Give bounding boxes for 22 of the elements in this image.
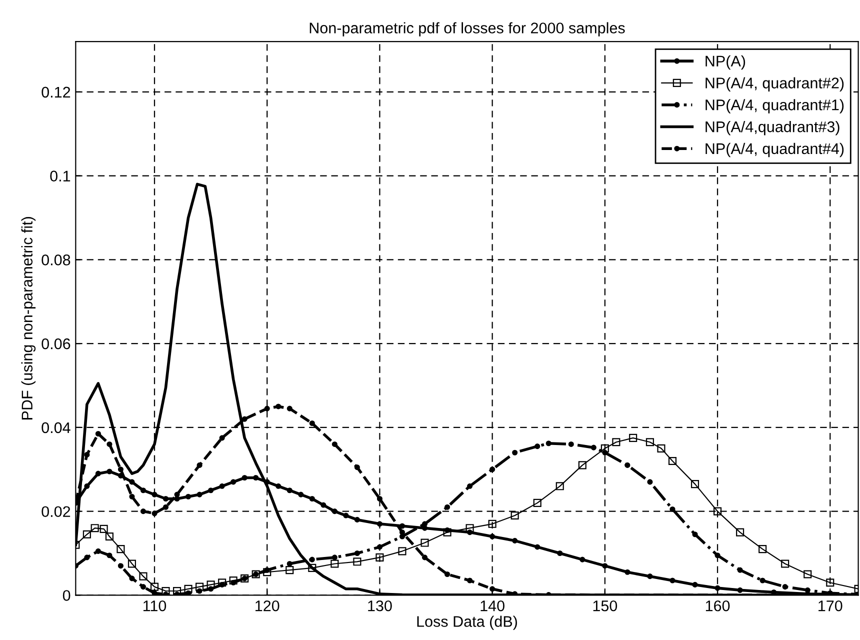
- y-tick-label: 0.12: [42, 86, 70, 98]
- x-tick-label: 110: [143, 600, 166, 612]
- y-tick-label: 0.02: [42, 506, 70, 518]
- legend-label: NP(A/4, quadrant#4): [706, 142, 844, 158]
- y-tick-label: 0.06: [42, 338, 70, 350]
- chart-title: Non-parametric pdf of losses for 2000 samples: [310, 22, 625, 36]
- y-axis-title: PDF (using non-parametric fit): [21, 217, 36, 420]
- y-tick-label: 0.08: [42, 254, 70, 266]
- legend-label: NP(A/4, quadrant#2): [706, 77, 844, 92]
- y-tick-label: 0.04: [42, 422, 70, 434]
- x-tick-label: 170: [818, 600, 842, 612]
- legend-label: NP(A/4,quadrant#3): [706, 120, 840, 136]
- x-tick-label: 140: [480, 600, 504, 612]
- x-tick-label: 120: [256, 600, 280, 612]
- y-tick-label: 0: [62, 590, 70, 601]
- legend-label: NP(A/4, quadrant#1): [706, 99, 844, 114]
- x-axis-title: Loss Data (dB): [417, 616, 517, 630]
- y-tick-label: 0.1: [50, 170, 70, 182]
- x-tick-label: 150: [593, 600, 618, 612]
- x-tick-label: 160: [706, 600, 730, 612]
- legend-label: NP(A): [706, 55, 746, 70]
- x-tick-label: 130: [368, 600, 392, 612]
